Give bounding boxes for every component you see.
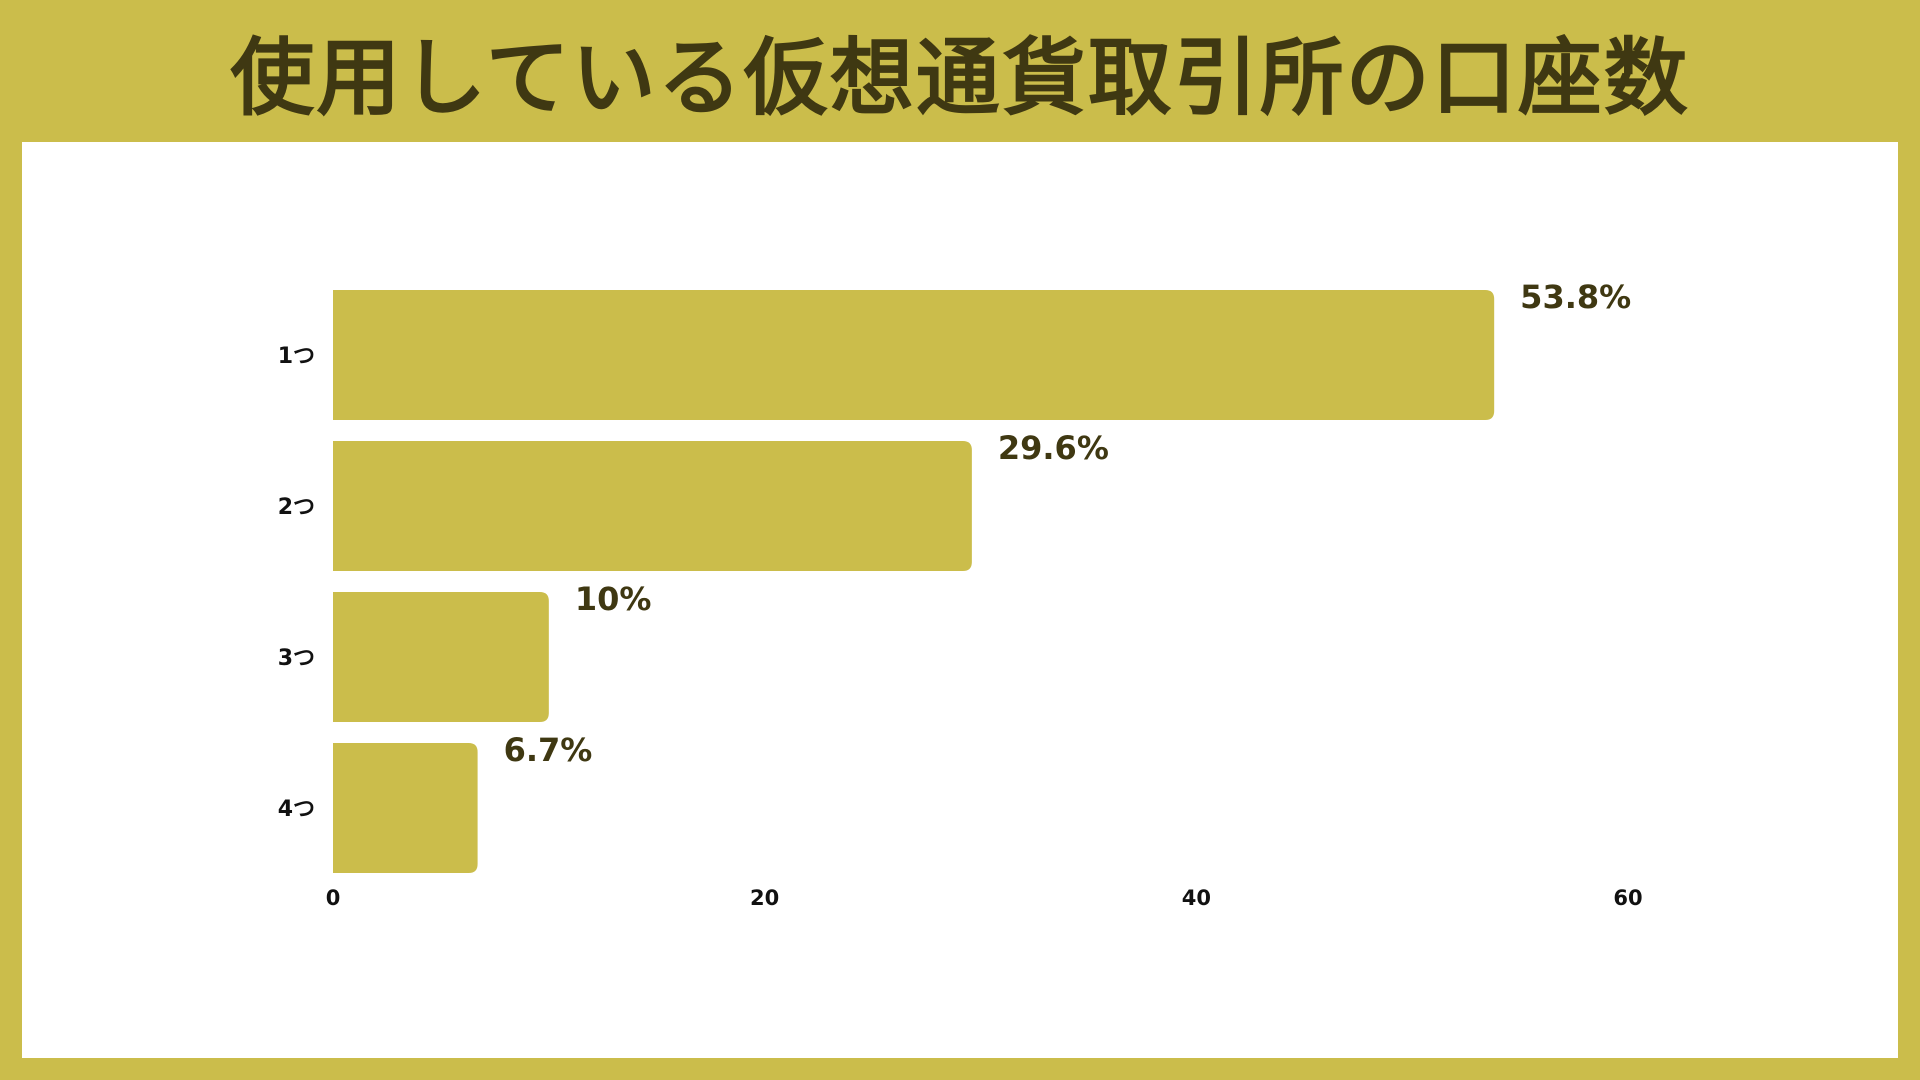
category-label: 3つ — [278, 646, 315, 671]
bar-1 — [333, 290, 1495, 420]
bar-4 — [333, 743, 478, 873]
chart-panel: 1つ 53.8% 2つ 29.6% 3つ 10% 4つ 6.7% 0 20 40 60 — [22, 142, 1898, 1058]
category-label: 4つ — [278, 797, 315, 822]
value-label: 6.7% — [504, 731, 593, 769]
bar-3 — [333, 592, 549, 722]
x-tick-label: 0 — [326, 886, 341, 910]
chart-title: 使用している仮想通貨取引所の口座数 — [230, 28, 1690, 127]
value-label: 10% — [575, 580, 652, 618]
value-label: 29.6% — [998, 429, 1109, 467]
category-label: 1つ — [278, 344, 315, 369]
x-tick-label: 20 — [750, 886, 779, 910]
value-label: 53.8% — [1520, 278, 1631, 316]
x-tick-label: 60 — [1613, 886, 1642, 910]
bar-chart: 1つ 53.8% 2つ 29.6% 3つ 10% 4つ 6.7% 0 20 40 60 — [278, 278, 1643, 910]
category-label: 2つ — [278, 495, 315, 520]
x-tick-label: 40 — [1182, 886, 1211, 910]
bar-2 — [333, 441, 972, 571]
